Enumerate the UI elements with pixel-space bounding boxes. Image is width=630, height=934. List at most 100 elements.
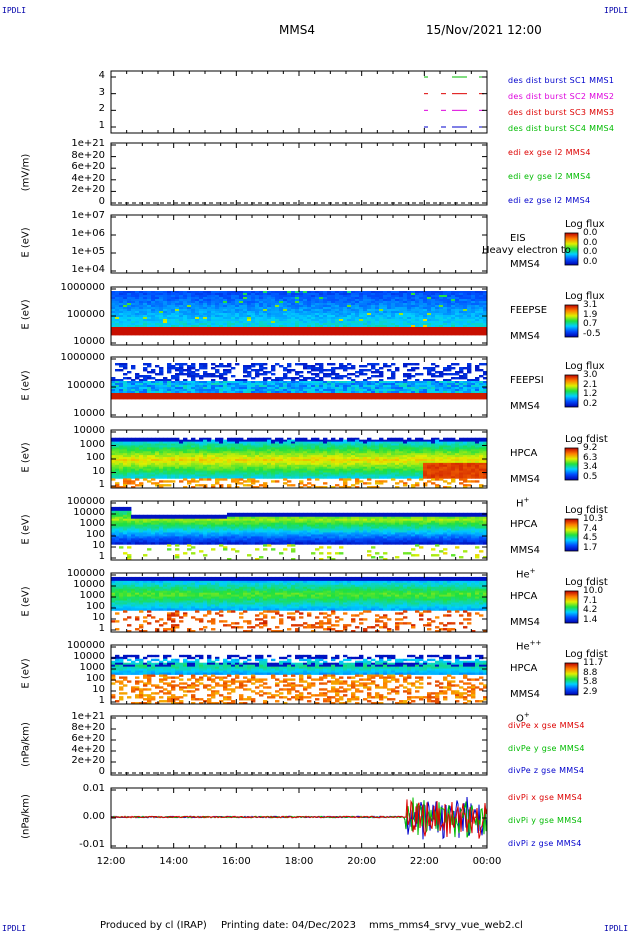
heatmap-cell <box>339 478 344 481</box>
heatmap-cell <box>131 327 136 330</box>
heatmap-cell <box>231 321 236 324</box>
heatmap-cell <box>179 327 184 330</box>
heatmap-cell <box>407 397 412 400</box>
heatmap-cell <box>243 321 248 324</box>
heatmap-cell <box>247 291 252 294</box>
heatmap-cell <box>183 291 188 294</box>
heatmap-cell <box>295 373 300 376</box>
heatmap-cell <box>167 371 172 374</box>
heatmap-cell <box>271 303 276 306</box>
heatmap-cell <box>323 317 328 320</box>
heatmap-cell <box>251 313 256 316</box>
heatmap-cell <box>155 305 160 308</box>
heatmap-cell <box>211 303 216 306</box>
heatmap-cell <box>227 397 232 400</box>
heatmap-cell <box>239 303 244 306</box>
heatmap-cell <box>199 377 204 380</box>
heatmap-cell <box>455 397 460 400</box>
heatmap-cell <box>331 476 336 479</box>
heatmap-cell <box>223 331 228 334</box>
heatmap-cell <box>327 369 332 372</box>
heatmap-cell <box>171 319 176 322</box>
heatmap-cell <box>175 476 180 479</box>
heatmap-cell <box>319 321 324 324</box>
heatmap-cell <box>275 476 280 479</box>
heatmap-cell <box>335 321 340 324</box>
heatmap-cell <box>151 331 156 334</box>
heatmap-cell <box>151 329 156 332</box>
heatmap-cell <box>139 375 144 378</box>
heatmap-cell <box>331 299 336 302</box>
heatmap-cell <box>283 331 288 334</box>
heatmap-cell <box>335 484 340 487</box>
heatmap-cell <box>171 325 176 328</box>
heatmap-cell <box>243 307 248 310</box>
heatmap-cell <box>343 303 348 306</box>
heatmap-cell <box>383 480 388 483</box>
heatmap-cell <box>183 329 188 332</box>
heatmap-cell <box>223 321 228 324</box>
heatmap-cell <box>315 307 320 310</box>
heatmap-cell <box>331 303 336 306</box>
heatmap-cell <box>259 373 264 376</box>
heatmap-cell <box>311 313 316 316</box>
heatmap-cell <box>263 305 268 308</box>
heatmap-cell <box>287 331 292 334</box>
heatmap-cell <box>319 297 324 300</box>
heatmap-cell <box>295 397 300 400</box>
heatmap-cell <box>239 291 244 294</box>
heatmap-cell <box>323 323 328 326</box>
heatmap-cell <box>255 315 260 318</box>
heatmap-cell <box>287 317 292 320</box>
heatmap-cell <box>207 327 212 330</box>
heatmap-cell <box>319 333 324 336</box>
heatmap-cell <box>147 377 152 380</box>
heatmap-cell <box>367 482 372 485</box>
heatmap-cell <box>447 373 452 376</box>
heatmap-cell <box>227 297 232 300</box>
heatmap-cell <box>283 301 288 304</box>
heatmap-cell <box>219 321 224 324</box>
heatmap-cell <box>267 315 272 318</box>
heatmap-cell <box>215 307 220 310</box>
heatmap-cell <box>263 476 268 479</box>
heatmap-cell <box>167 307 172 310</box>
heatmap-cell <box>327 293 332 296</box>
heatmap-cell <box>363 325 368 328</box>
heatmap-cell <box>235 309 240 312</box>
heatmap-cell <box>171 305 176 308</box>
heatmap-cell <box>127 307 132 310</box>
heatmap-cell <box>367 297 372 300</box>
heatmap-cell <box>227 291 232 294</box>
heatmap-cell <box>187 323 192 326</box>
heatmap-cell <box>115 317 120 320</box>
heatmap-cell <box>419 397 424 400</box>
heatmap-cell <box>243 293 248 296</box>
heatmap-cell <box>475 397 480 400</box>
heatmap-cell <box>359 291 364 294</box>
heatmap-cell <box>219 303 224 306</box>
heatmap-cell <box>279 291 284 294</box>
heatmap-cell <box>359 323 364 326</box>
heatmap-cell <box>203 323 208 326</box>
heatmap-cell <box>323 311 328 314</box>
heatmap-cell <box>159 297 164 300</box>
heatmap-cell <box>187 293 192 296</box>
heatmap-cell <box>135 321 140 324</box>
heatmap-cell <box>163 311 168 314</box>
heatmap-cell <box>251 311 256 314</box>
heatmap-cell <box>131 319 136 322</box>
heatmap-cell <box>219 327 224 330</box>
heatmap-cell <box>255 301 260 304</box>
heatmap-cell <box>263 299 268 302</box>
heatmap-cell <box>135 305 140 308</box>
heatmap-cell <box>223 303 228 306</box>
heatmap-cell <box>343 375 348 378</box>
heatmap-cell <box>259 484 264 487</box>
heatmap-cell <box>303 305 308 308</box>
heatmap-cell <box>271 313 276 316</box>
heatmap-cell <box>263 295 268 298</box>
heatmap-cell <box>343 323 348 326</box>
heatmap-cell <box>283 299 288 302</box>
heatmap-cell <box>267 397 272 400</box>
